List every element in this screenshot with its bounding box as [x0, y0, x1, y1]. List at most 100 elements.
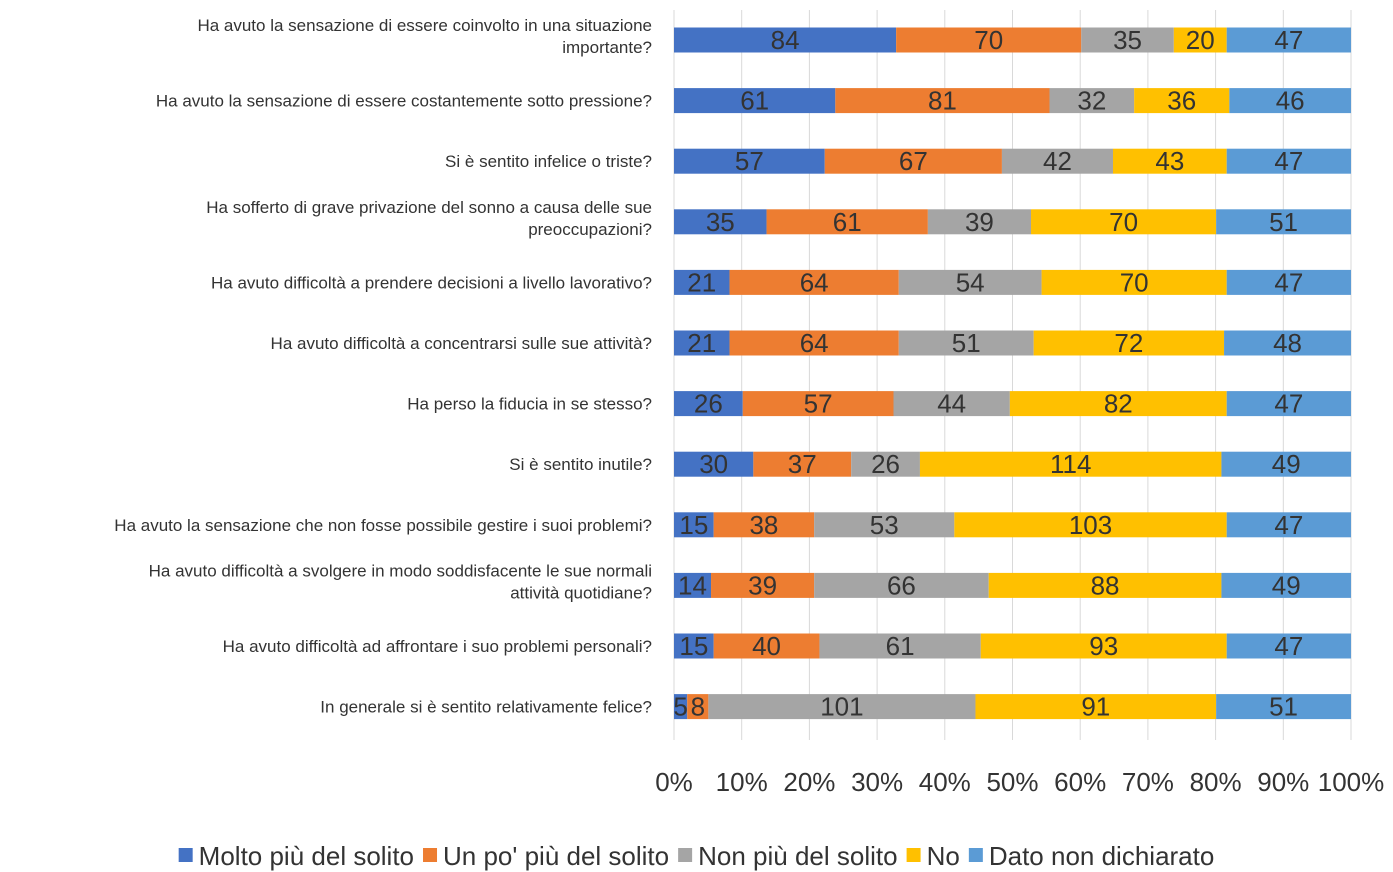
- x-axis-ticks: 0% 10% 20% 30% 40% 50% 60% 70% 80% 90% 100%: [655, 767, 1384, 797]
- bar-segment: [1001, 148, 1113, 174]
- data-label: 47: [1274, 25, 1303, 55]
- data-label: 15: [679, 510, 708, 540]
- bar-segment: [713, 633, 820, 659]
- category-label: Ha avuto difficoltà a svolgere in modo s…: [149, 561, 652, 580]
- bar-segment: [1216, 694, 1351, 720]
- data-label: 47: [1274, 267, 1303, 297]
- bar-segment: [988, 572, 1222, 598]
- bar-segment: [674, 633, 714, 659]
- legend-swatch: [678, 848, 693, 862]
- bar-segment: [1229, 88, 1351, 114]
- bar-segment: [1226, 148, 1351, 174]
- bar-segment: [674, 148, 825, 174]
- data-label: 114: [1050, 449, 1091, 479]
- data-label: 88: [1091, 570, 1120, 600]
- data-label: 70: [974, 25, 1003, 55]
- legend-label: Molto più del solito: [199, 841, 414, 871]
- data-label: 57: [735, 146, 764, 176]
- bar-segment: [1031, 209, 1217, 235]
- category-label: Ha avuto la sensazione che non fosse pos…: [114, 516, 652, 535]
- data-label: 14: [678, 570, 707, 600]
- bar-segment: [674, 27, 897, 53]
- bar-segment: [896, 27, 1082, 53]
- legend: Molto più del solito Un po' più del solit…: [178, 841, 1214, 871]
- data-label: 30: [699, 449, 728, 479]
- data-label: 8: [691, 692, 705, 722]
- bar-segment: [1221, 572, 1351, 598]
- data-label: 40: [752, 631, 781, 661]
- data-label: 51: [1269, 207, 1298, 237]
- data-label: 37: [788, 449, 817, 479]
- data-label: 64: [800, 328, 829, 358]
- data-label: 5: [673, 692, 687, 722]
- bar-segment: [674, 391, 743, 417]
- bar-segment: [919, 451, 1222, 477]
- bar-segment: [814, 572, 989, 598]
- bar-segment: [927, 209, 1032, 235]
- data-label: 46: [1276, 86, 1305, 116]
- bar-segment: [674, 88, 836, 114]
- category-label: Ha avuto la sensazione di essere coinvol…: [197, 16, 652, 35]
- legend-swatch: [906, 848, 921, 862]
- data-label: 53: [870, 510, 899, 540]
- x-tick-label: 50%: [986, 767, 1038, 797]
- category-label: Ha avuto difficoltà a prendere decisioni…: [211, 273, 652, 292]
- data-label: 82: [1104, 389, 1133, 419]
- data-label: 51: [952, 328, 981, 358]
- bar-segment: [1221, 451, 1351, 477]
- data-label: 72: [1114, 328, 1143, 358]
- bar-segment: [674, 451, 754, 477]
- data-label: 48: [1273, 328, 1302, 358]
- data-label: 66: [887, 570, 916, 600]
- data-label: 36: [1167, 86, 1196, 116]
- category-label: Ha perso la fiducia in se stesso?: [407, 395, 652, 414]
- category-label: Ha avuto la sensazione di essere costant…: [156, 92, 652, 111]
- data-label: 61: [740, 86, 769, 116]
- legend-label: No: [927, 841, 960, 871]
- data-label: 67: [899, 146, 928, 176]
- bar-segment: [819, 633, 981, 659]
- data-label: 70: [1120, 267, 1149, 297]
- data-label: 39: [965, 207, 994, 237]
- bar-segment: [1226, 512, 1351, 538]
- bar-segment: [729, 269, 899, 295]
- category-label: Si è sentito infelice o triste?: [445, 152, 652, 171]
- data-label: 49: [1272, 570, 1301, 600]
- data-label: 38: [749, 510, 778, 540]
- legend-swatch: [423, 848, 438, 862]
- bar-segment: [713, 512, 815, 538]
- bar-segment: [753, 451, 852, 477]
- bar-segment: [893, 391, 1010, 417]
- category-label: Ha avuto difficoltà ad affrontare i suo …: [223, 637, 652, 656]
- x-tick-label: 0%: [655, 767, 693, 797]
- data-label: 21: [687, 267, 716, 297]
- data-label: 61: [886, 631, 915, 661]
- data-label: 49: [1272, 449, 1301, 479]
- data-label: 32: [1077, 86, 1106, 116]
- category-label: Si è sentito inutile?: [509, 455, 652, 474]
- data-label: 26: [694, 389, 723, 419]
- bar-segment: [814, 512, 955, 538]
- data-label: 70: [1109, 207, 1138, 237]
- data-label: 101: [820, 692, 863, 722]
- data-label: 51: [1269, 692, 1298, 722]
- category-label: importante?: [562, 38, 652, 57]
- bar-segment: [1049, 88, 1135, 114]
- bar-segment: [1112, 148, 1227, 174]
- bar-segment: [1226, 391, 1351, 417]
- category-label: In generale si è sentito relativamente f…: [320, 698, 652, 717]
- data-label: 44: [937, 389, 966, 419]
- bar-segment: [674, 572, 712, 598]
- x-tick-label: 60%: [1054, 767, 1106, 797]
- bar-segment: [1226, 269, 1351, 295]
- bar-segment: [674, 330, 730, 356]
- bar-segment: [1009, 391, 1227, 417]
- legend-label: Un po' più del solito: [443, 841, 669, 871]
- bar-segment: [975, 694, 1217, 720]
- data-label: 26: [871, 449, 900, 479]
- data-label: 20: [1186, 25, 1215, 55]
- bar-segment: [898, 330, 1034, 356]
- bar-segment: [687, 694, 709, 720]
